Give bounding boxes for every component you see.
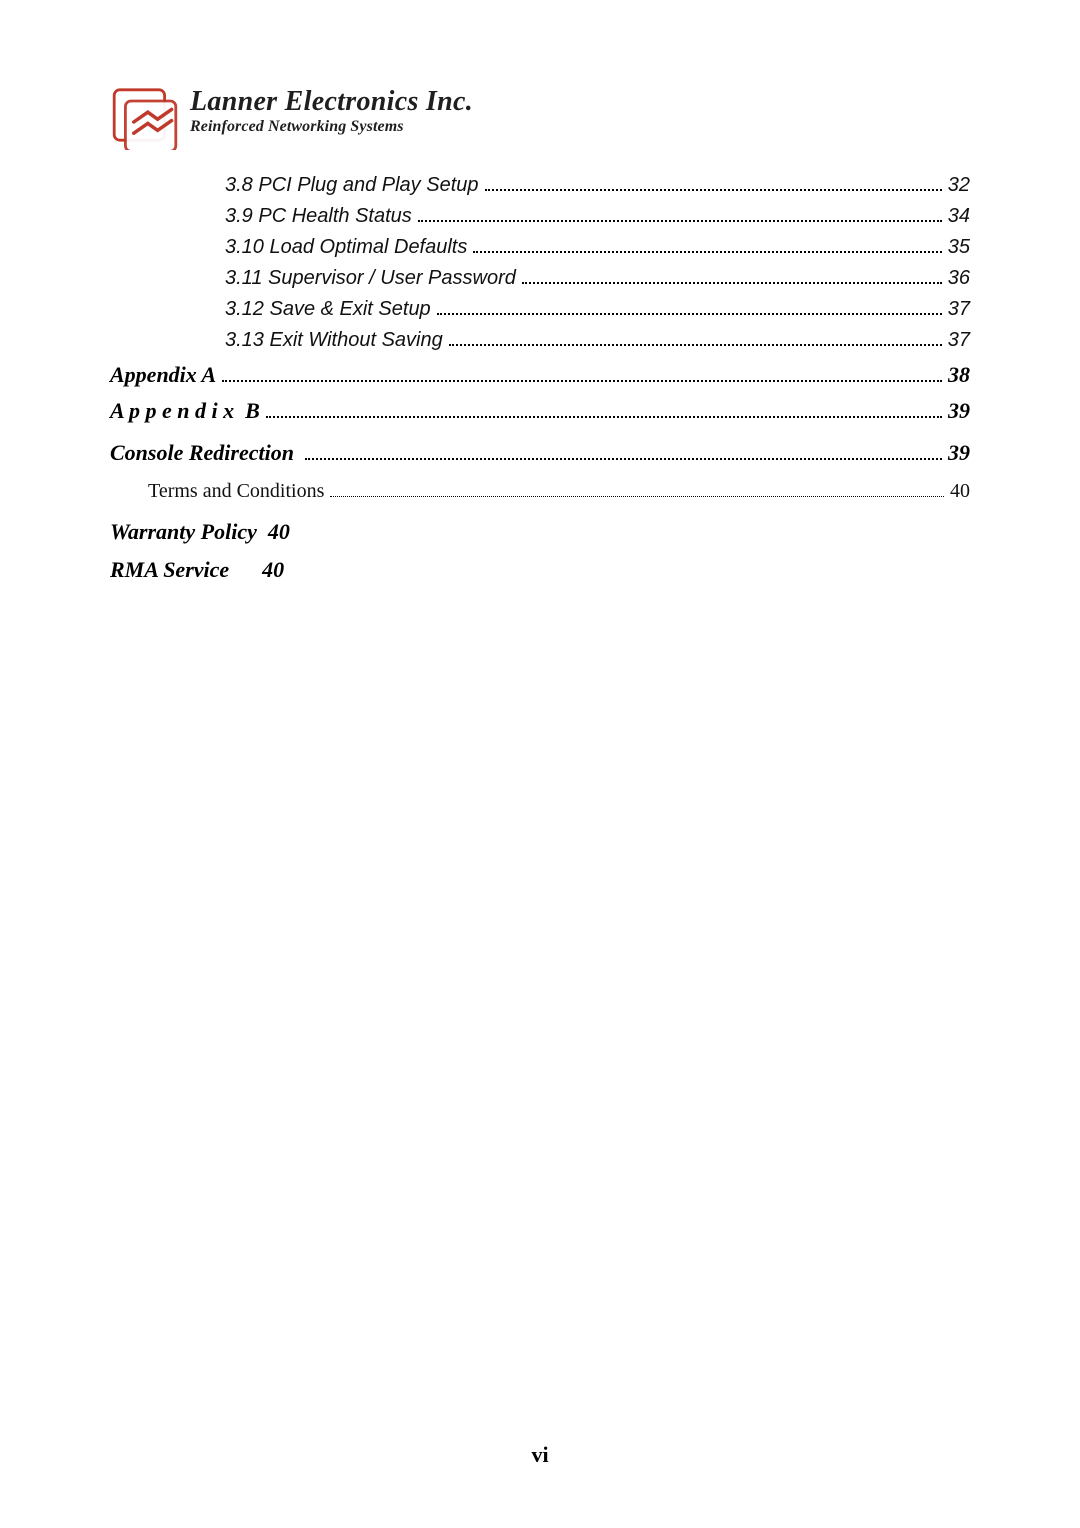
toc-page: 34 [948, 201, 970, 232]
toc-leader [449, 344, 942, 346]
lanner-logo-icon [110, 80, 180, 150]
toc-label: Appendix A [110, 358, 216, 392]
toc-label: 3.10 Load Optimal Defaults [225, 232, 467, 263]
toc-leader [418, 220, 942, 222]
logo-text: Lanner Electronics Inc. Reinforced Netwo… [190, 80, 473, 136]
toc-sub-entry: 3.13 Exit Without Saving 37 [225, 325, 970, 356]
toc-leader [330, 496, 944, 497]
toc-label: 3.12 Save & Exit Setup [225, 294, 431, 325]
toc-page: 39 [948, 394, 970, 428]
toc-leader [437, 313, 942, 315]
toc-leader [485, 189, 942, 191]
toc-page: 40 [262, 557, 284, 582]
toc-sub-entry: 3.12 Save & Exit Setup 37 [225, 294, 970, 325]
toc-label: RMA Service [110, 557, 229, 582]
toc-h1-entry: Appendix A 38 [110, 358, 970, 392]
toc-page: 37 [948, 294, 970, 325]
toc-leader [305, 458, 942, 460]
toc-label: Console Redirection [110, 436, 299, 470]
toc-sub-entry: 3.8 PCI Plug and Play Setup 32 [225, 170, 970, 201]
toc-leader [222, 380, 942, 382]
page: Lanner Electronics Inc. Reinforced Netwo… [0, 0, 1080, 1528]
toc-page: 35 [948, 232, 970, 263]
toc-sub-entry: 3.10 Load Optimal Defaults 35 [225, 232, 970, 263]
page-number: vi [0, 1442, 1080, 1468]
toc: 3.8 PCI Plug and Play Setup 32 3.9 PC He… [110, 170, 970, 583]
toc-label: Terms and Conditions [148, 476, 324, 507]
toc-page: 40 [950, 476, 970, 507]
logo-subtitle: Reinforced Networking Systems [190, 118, 473, 136]
toc-page: 36 [948, 263, 970, 294]
toc-page: 32 [948, 170, 970, 201]
toc-h2-entry: Terms and Conditions 40 [148, 476, 970, 507]
toc-inline-entry: Warranty Policy 40 [110, 519, 970, 545]
logo-title: Lanner Electronics Inc. [190, 86, 473, 118]
toc-page: 39 [948, 436, 970, 470]
toc-label: A p p e n d i x B [110, 394, 260, 428]
toc-leader [473, 251, 941, 253]
toc-page: 40 [268, 519, 290, 544]
toc-sub-entry: 3.11 Supervisor / User Password 36 [225, 263, 970, 294]
logo-block: Lanner Electronics Inc. Reinforced Netwo… [110, 80, 970, 150]
toc-leader [266, 416, 942, 418]
toc-label: Warranty Policy [110, 519, 257, 544]
toc-label: 3.11 Supervisor / User Password [225, 263, 516, 294]
toc-h1-entry: A p p e n d i x B 39 [110, 394, 970, 428]
toc-label: 3.13 Exit Without Saving [225, 325, 443, 356]
toc-leader [522, 282, 942, 284]
toc-h1-entry: Console Redirection 39 [110, 436, 970, 470]
toc-inline-entry: RMA Service 40 [110, 557, 970, 583]
toc-page: 37 [948, 325, 970, 356]
toc-sub-entry: 3.9 PC Health Status 34 [225, 201, 970, 232]
toc-page: 38 [948, 358, 970, 392]
toc-label: 3.8 PCI Plug and Play Setup [225, 170, 479, 201]
toc-label: 3.9 PC Health Status [225, 201, 412, 232]
